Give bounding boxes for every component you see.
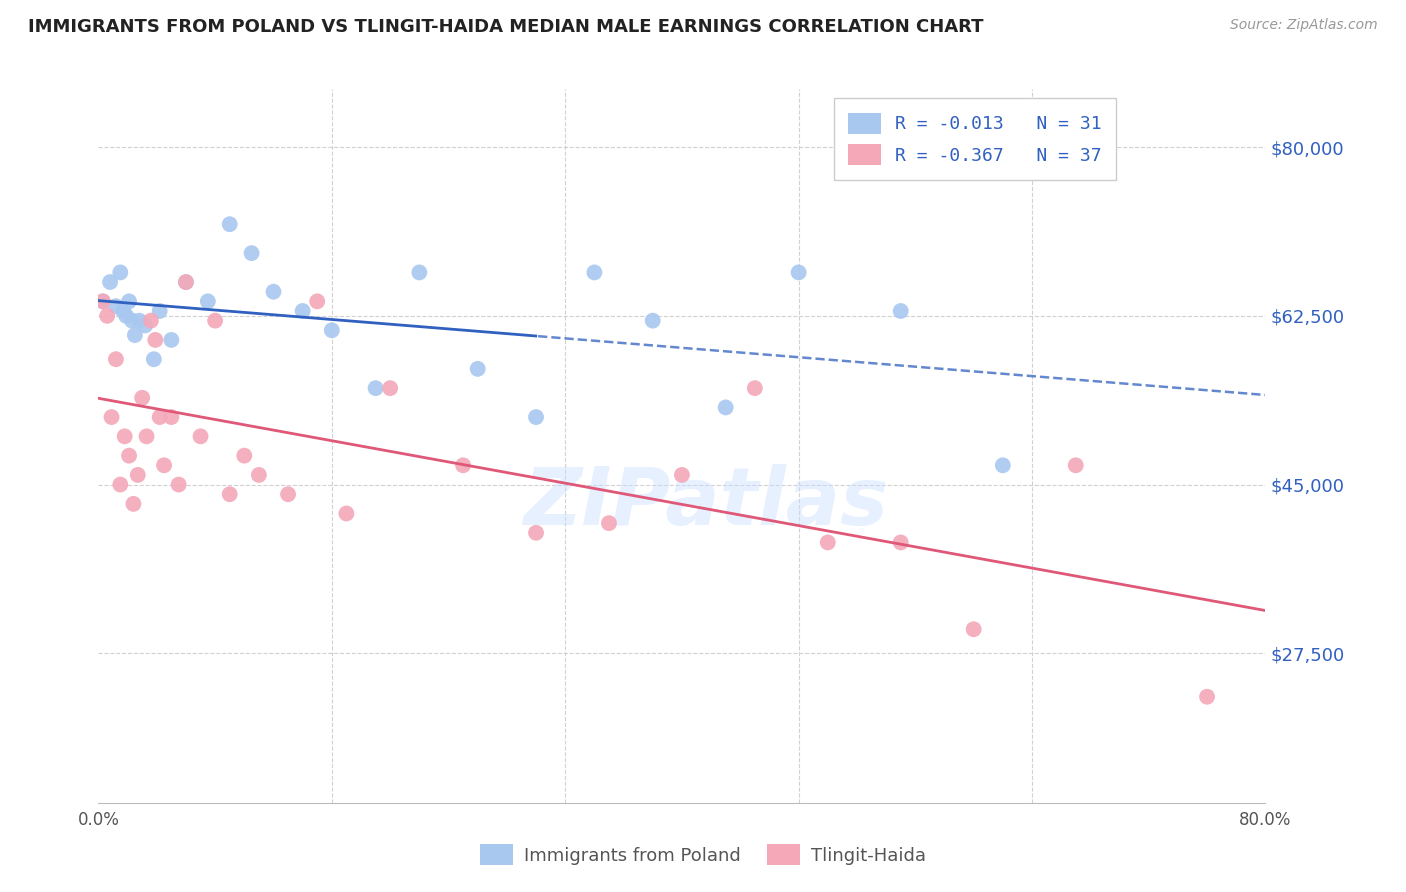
Point — [524, 410, 547, 425]
Point — [127, 467, 149, 482]
Point — [744, 381, 766, 395]
Point — [96, 309, 118, 323]
Point — [174, 275, 197, 289]
Point — [139, 313, 162, 327]
Point — [263, 285, 285, 299]
Point — [991, 458, 1014, 473]
Point — [1064, 458, 1087, 473]
Point — [408, 265, 430, 279]
Point — [100, 410, 122, 425]
Point — [321, 323, 343, 337]
Point — [160, 410, 183, 425]
Point — [110, 265, 132, 279]
Text: IMMIGRANTS FROM POLAND VS TLINGIT-HAIDA MEDIAN MALE EARNINGS CORRELATION CHART: IMMIGRANTS FROM POLAND VS TLINGIT-HAIDA … — [28, 18, 984, 36]
Point — [583, 265, 606, 279]
Point — [167, 477, 190, 491]
Point — [291, 304, 314, 318]
Point — [149, 410, 172, 425]
Point — [91, 294, 114, 309]
Point — [451, 458, 474, 473]
Legend: Immigrants from Poland, Tlingit-Haida: Immigrants from Poland, Tlingit-Haida — [471, 835, 935, 874]
Point — [118, 294, 141, 309]
Point — [817, 535, 839, 549]
Point — [131, 391, 153, 405]
Point — [134, 318, 156, 333]
Legend: R = -0.013   N = 31, R = -0.367   N = 37: R = -0.013 N = 31, R = -0.367 N = 37 — [834, 98, 1116, 179]
Point — [380, 381, 402, 395]
Point — [110, 477, 132, 491]
Text: ZIPatlas: ZIPatlas — [523, 464, 887, 542]
Point — [114, 429, 136, 443]
Point — [1197, 690, 1219, 704]
Point — [204, 313, 226, 327]
Point — [787, 265, 810, 279]
Point — [142, 352, 165, 367]
Point — [671, 467, 693, 482]
Point — [112, 304, 135, 318]
Point — [153, 458, 176, 473]
Point — [160, 333, 183, 347]
Point — [124, 328, 146, 343]
Point — [218, 487, 240, 501]
Point — [98, 275, 121, 289]
Point — [91, 294, 114, 309]
Point — [218, 217, 240, 231]
Point — [240, 246, 263, 260]
Point — [247, 467, 270, 482]
Point — [115, 309, 138, 323]
Point — [122, 497, 145, 511]
Point — [307, 294, 329, 309]
Point — [364, 381, 387, 395]
Point — [197, 294, 219, 309]
Point — [121, 313, 143, 327]
Point — [890, 535, 912, 549]
Point — [277, 487, 299, 501]
Point — [104, 299, 127, 313]
Text: Source: ZipAtlas.com: Source: ZipAtlas.com — [1230, 18, 1378, 32]
Point — [641, 313, 664, 327]
Point — [128, 313, 150, 327]
Point — [890, 304, 912, 318]
Point — [174, 275, 197, 289]
Point — [467, 362, 489, 376]
Point — [190, 429, 212, 443]
Point — [335, 507, 357, 521]
Point — [524, 525, 547, 540]
Point — [104, 352, 127, 367]
Point — [149, 304, 172, 318]
Point — [962, 622, 984, 636]
Point — [143, 333, 166, 347]
Point — [135, 429, 157, 443]
Point — [598, 516, 620, 530]
Point — [233, 449, 256, 463]
Point — [714, 401, 737, 415]
Point — [118, 449, 141, 463]
